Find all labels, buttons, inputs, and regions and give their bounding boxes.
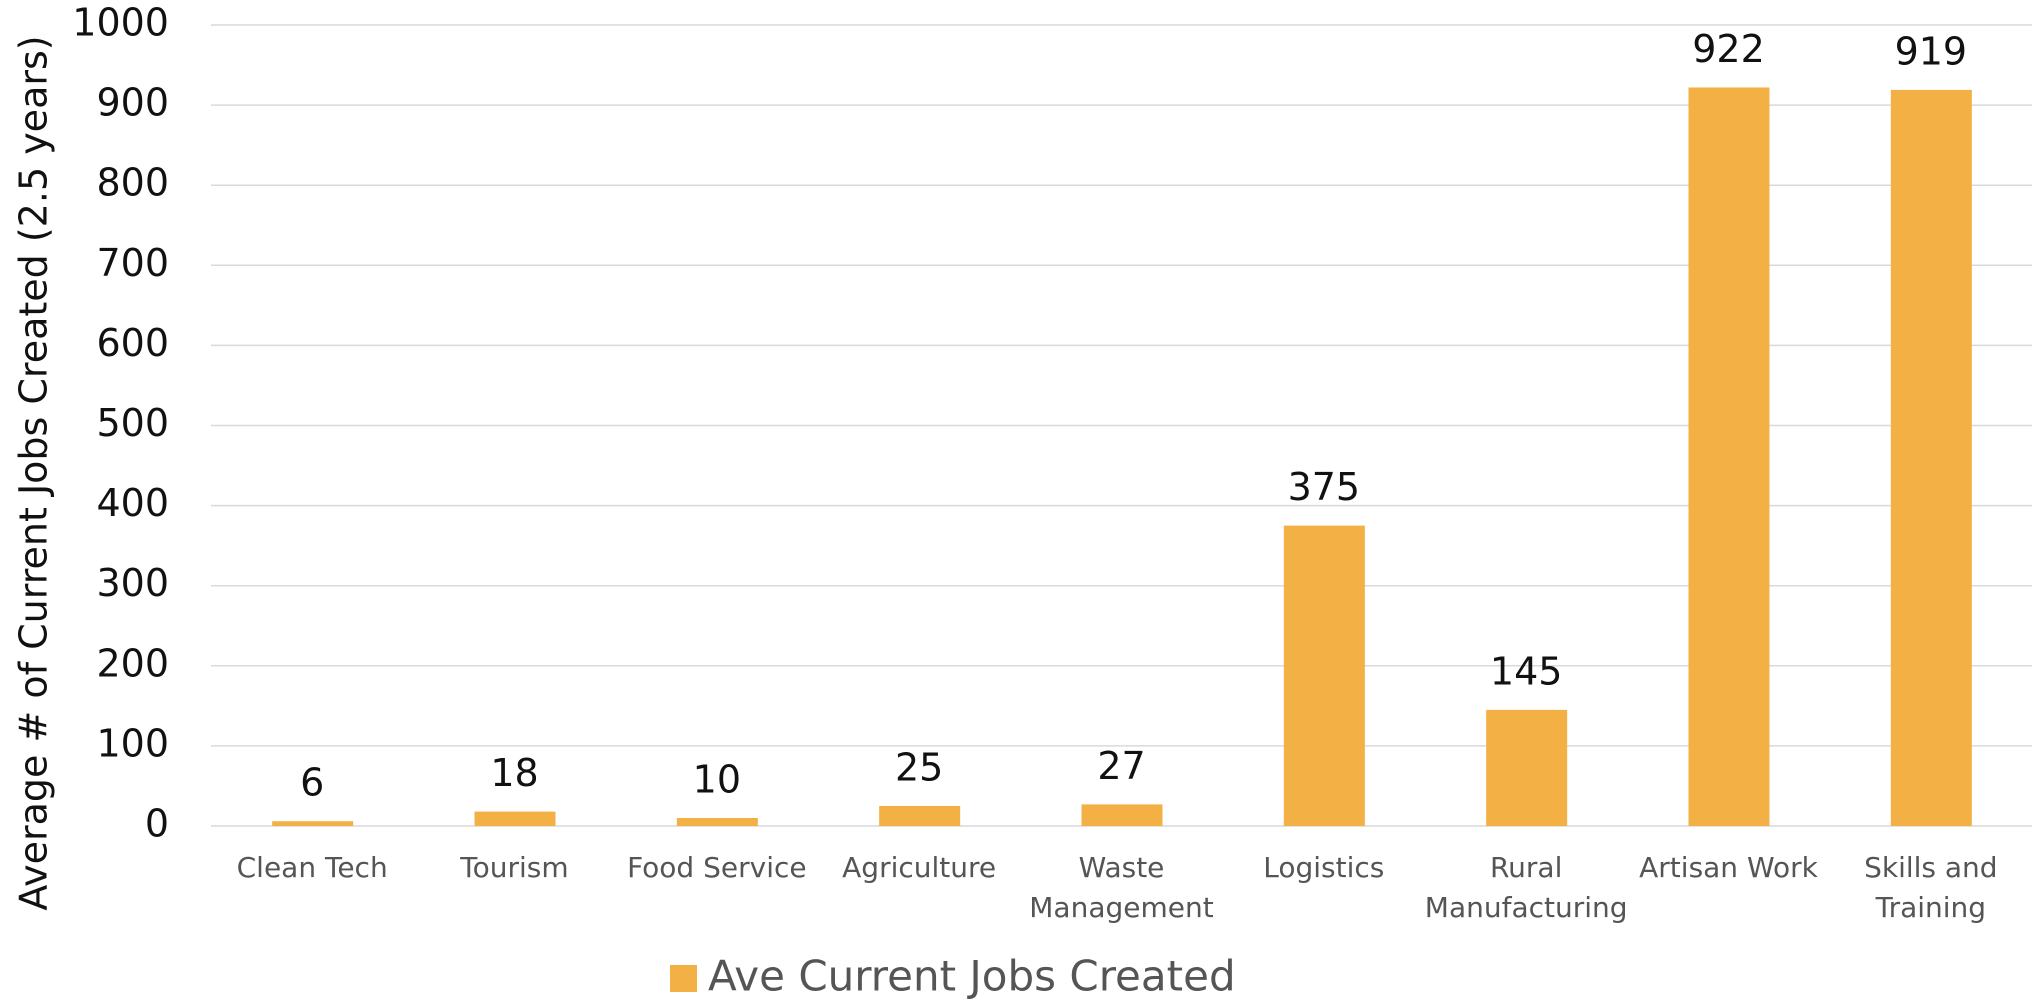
y-tick-label: 1000 (72, 1, 169, 45)
x-tick-label: Waste Management (1029, 851, 1213, 924)
bar (474, 811, 556, 826)
x-tick-label: Tourism (459, 851, 568, 884)
data-label: 27 (1097, 744, 1145, 788)
y-tick-label: 300 (96, 561, 169, 605)
legend-swatch (670, 965, 697, 992)
y-tick-label: 400 (96, 481, 169, 525)
x-tick-label: Rural Manufacturing (1425, 851, 1628, 924)
y-tick-label: 800 (96, 161, 169, 205)
y-tick-label: 100 (96, 721, 169, 765)
data-label: 919 (1895, 29, 1968, 73)
bar (676, 817, 758, 826)
bar (1890, 89, 1972, 827)
y-tick-label: 500 (96, 401, 169, 445)
bar (1486, 709, 1568, 826)
bar (1283, 525, 1365, 826)
data-label: 145 (1490, 649, 1563, 693)
data-label: 375 (1288, 465, 1361, 509)
x-tick-label: Agriculture (842, 851, 996, 884)
y-tick-label: 200 (96, 641, 169, 685)
y-tick-label: 600 (96, 321, 169, 365)
data-label: 25 (895, 745, 943, 789)
y-axis-title: Average # of Current Jobs Created (2.5 y… (12, 35, 56, 910)
x-tick-label: Clean Tech (237, 851, 388, 884)
x-tick-label: Artisan Work (1639, 851, 1819, 884)
y-tick-label: 700 (96, 241, 169, 285)
bar (1081, 804, 1163, 826)
bar (1688, 87, 1770, 826)
data-label: 10 (693, 757, 741, 801)
bar (879, 805, 961, 826)
bar (272, 821, 354, 826)
y-tick-label: 900 (96, 81, 169, 125)
x-tick-label: Logistics (1263, 851, 1384, 884)
data-label: 6 (300, 761, 324, 805)
y-tick-label: 0 (145, 802, 169, 846)
data-label: 18 (490, 751, 538, 795)
x-tick-label: Skills and Training (1864, 851, 1998, 924)
legend-label: Ave Current Jobs Created (708, 952, 1236, 1001)
data-label: 922 (1692, 27, 1765, 71)
x-tick-label: Food Service (627, 851, 807, 884)
